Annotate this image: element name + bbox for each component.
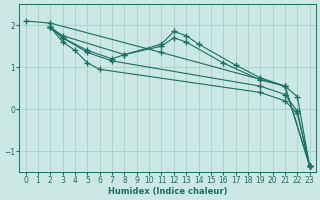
X-axis label: Humidex (Indice chaleur): Humidex (Indice chaleur) xyxy=(108,187,228,196)
